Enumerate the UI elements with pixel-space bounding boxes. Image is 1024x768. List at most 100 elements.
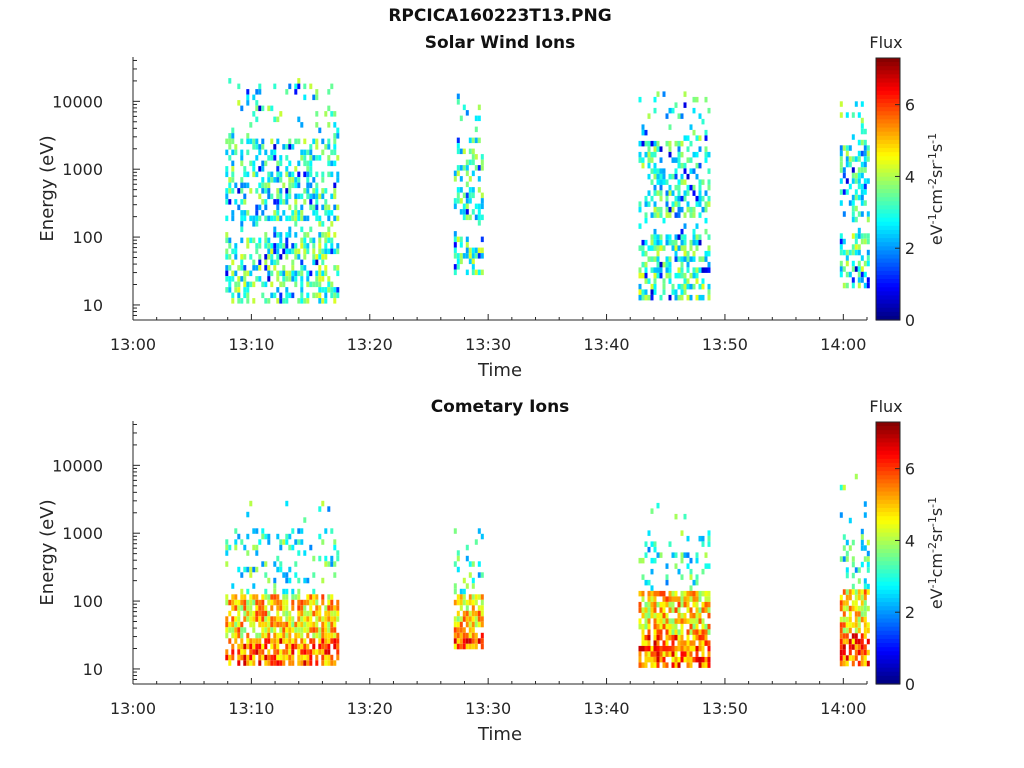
heatmap-cell (324, 292, 328, 299)
heatmap-cell (839, 156, 843, 162)
heatmap-cell (842, 266, 846, 272)
heatmap-cell (686, 656, 690, 663)
heatmap-cell (689, 256, 693, 262)
heatmap-cell (477, 115, 481, 122)
heatmap-cell (677, 206, 681, 213)
heatmap-cell (704, 640, 708, 646)
heatmap-cell (327, 632, 331, 639)
heatmap-cell (252, 237, 256, 244)
heatmap-cell (680, 267, 684, 273)
heatmap-cell (240, 632, 244, 639)
heatmap-cell (674, 245, 678, 251)
heatmap-cell (333, 660, 337, 666)
heatmap-cell (459, 599, 463, 606)
heatmap-cell (252, 111, 256, 117)
heatmap-cell (255, 221, 259, 227)
heatmap-cell (231, 270, 235, 277)
heatmap-cell (306, 643, 310, 650)
heatmap-cell (671, 190, 675, 196)
heatmap-cell (321, 171, 325, 178)
heatmap-cell (264, 660, 268, 666)
heatmap-cell (291, 528, 295, 534)
heatmap-cell (863, 616, 867, 623)
heatmap-cell (653, 272, 657, 279)
heatmap-cell (315, 292, 319, 299)
heatmap-cell (318, 232, 322, 238)
heatmap-cell (291, 643, 295, 650)
heatmap-cell (860, 545, 864, 551)
x-tick-label: 14:00 (820, 699, 866, 718)
heatmap-cell (692, 129, 696, 136)
heatmap-cell (845, 572, 849, 579)
heatmap-cell (477, 610, 481, 617)
heatmap-cell (297, 215, 301, 222)
heatmap-cell (644, 261, 648, 268)
heatmap-cell (324, 265, 328, 271)
heatmap-cell (674, 289, 678, 295)
heatmap-cell (279, 638, 283, 644)
heatmap-cell (647, 245, 651, 251)
heatmap-cell (848, 611, 852, 617)
heatmap-cell (279, 599, 283, 606)
heatmap-cell (288, 577, 292, 584)
colorbar-segment (876, 467, 900, 472)
heatmap-cell (686, 267, 690, 273)
heatmap-cell (273, 643, 277, 650)
heatmap-cell (252, 654, 256, 661)
heatmap-cell (638, 223, 642, 229)
y-tick-label: 10 (83, 660, 103, 679)
heatmap-cell (255, 116, 259, 123)
colorbar-segment (876, 589, 900, 595)
heatmap-cell (270, 138, 274, 145)
heatmap-cell (851, 172, 855, 179)
heatmap-cell (243, 210, 247, 216)
heatmap-cell (291, 660, 295, 666)
heatmap-cell (668, 618, 672, 624)
heatmap-cell (240, 627, 244, 633)
heatmap-cell (698, 662, 702, 668)
heatmap-cell (333, 621, 337, 628)
heatmap-cell (659, 623, 663, 630)
heatmap-cell (866, 150, 870, 157)
heatmap-cell (671, 289, 675, 295)
heatmap-cell (707, 596, 711, 602)
heatmap-cell (471, 264, 475, 270)
heatmap-cell (689, 124, 693, 130)
heatmap-cell (653, 618, 657, 624)
heatmap-cell (659, 234, 663, 240)
heatmap-cell (701, 283, 705, 290)
heatmap-cell (653, 228, 657, 235)
heatmap-cell (854, 266, 858, 272)
heatmap-cell (857, 244, 861, 250)
heatmap-cell (327, 627, 331, 633)
heatmap-cell (270, 292, 274, 299)
heatmap-cell (860, 101, 864, 107)
heatmap-cell (315, 215, 319, 222)
heatmap-cell (701, 634, 705, 641)
heatmap-cell (231, 583, 235, 589)
heatmap-cell (282, 632, 286, 639)
x-tick-label: 13:30 (465, 335, 511, 354)
heatmap-cell (276, 287, 280, 293)
heatmap-cell (327, 281, 331, 288)
heatmap-cell (255, 610, 259, 617)
heatmap-cell (333, 144, 337, 150)
heatmap-cell (246, 550, 250, 556)
heatmap-cell (237, 100, 241, 106)
heatmap-cell (297, 270, 301, 277)
colorbar-segment (876, 438, 900, 444)
heatmap-cell (656, 651, 660, 657)
heatmap-cell (315, 94, 319, 101)
heatmap-cell (851, 282, 855, 289)
colorbar-segment (876, 573, 900, 579)
heatmap-cell (327, 160, 331, 167)
heatmap-cell (674, 618, 678, 624)
heatmap-cell (288, 144, 292, 150)
heatmap-cell (659, 184, 663, 191)
heatmap-cell (306, 616, 310, 622)
heatmap-cell (300, 193, 304, 200)
heatmap-cell (237, 188, 241, 194)
heatmap-cell (662, 261, 666, 268)
heatmap-cell (306, 660, 310, 666)
heatmap-cell (671, 239, 675, 246)
